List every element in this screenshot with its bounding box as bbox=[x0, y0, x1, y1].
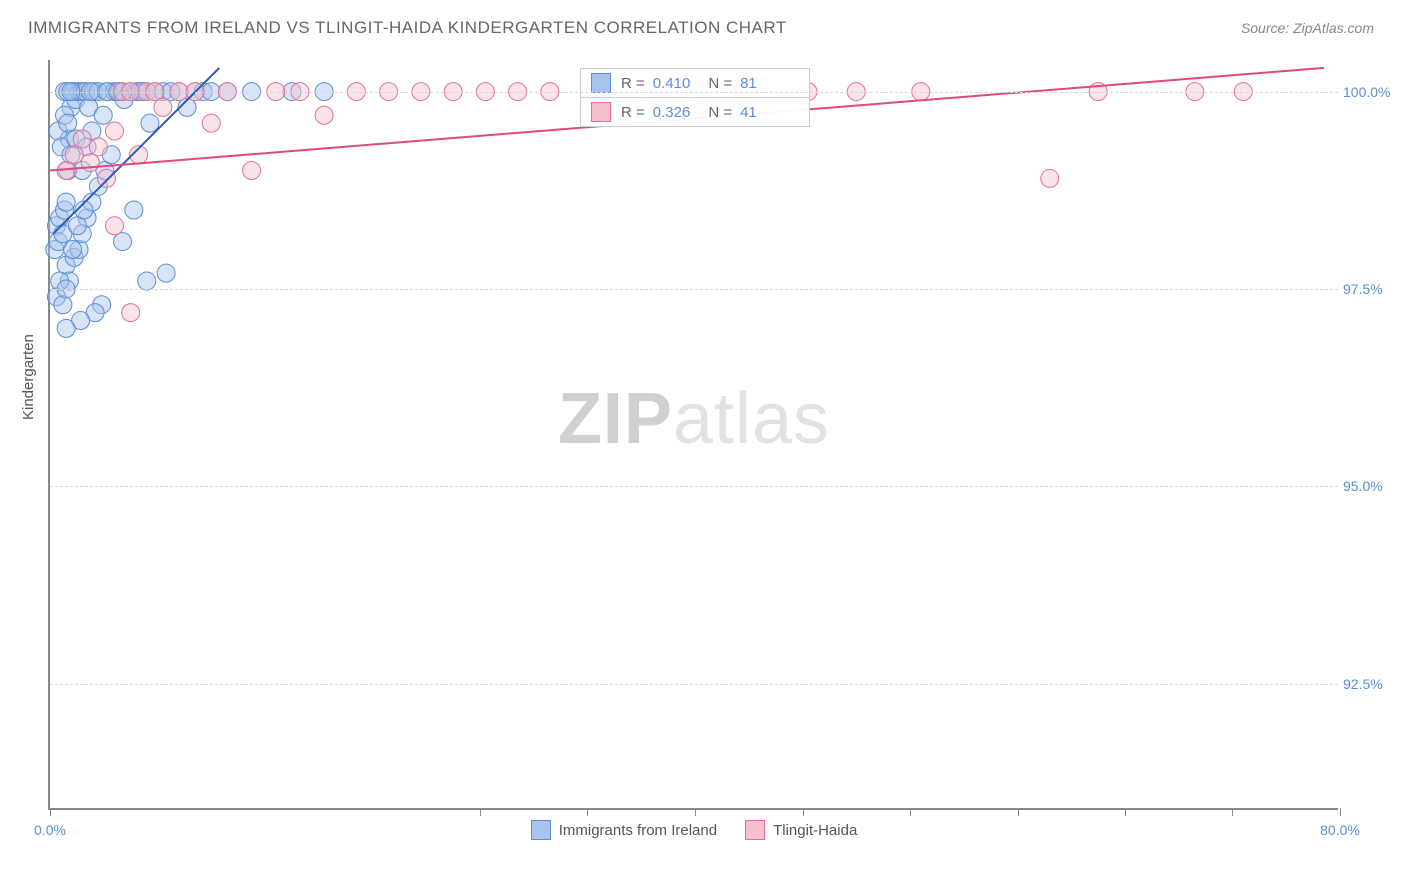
source-label: Source: ZipAtlas.com bbox=[1241, 20, 1374, 36]
gridline bbox=[50, 486, 1338, 487]
n-label: N = bbox=[708, 75, 732, 92]
scatter-point bbox=[65, 146, 83, 164]
gridline bbox=[50, 289, 1338, 290]
y-tick-label: 97.5% bbox=[1343, 281, 1398, 297]
x-tick bbox=[695, 808, 696, 816]
r-value: 0.326 bbox=[653, 104, 691, 121]
gridline bbox=[50, 92, 1338, 93]
scatter-point bbox=[157, 264, 175, 282]
x-tick bbox=[50, 808, 51, 816]
scatter-point bbox=[106, 217, 124, 235]
legend-swatch bbox=[745, 820, 765, 840]
r-label: R = bbox=[621, 104, 645, 121]
scatter-point bbox=[54, 296, 72, 314]
scatter-point bbox=[97, 169, 115, 187]
scatter-point bbox=[1041, 169, 1059, 187]
gridline bbox=[50, 684, 1338, 685]
scatter-point bbox=[122, 304, 140, 322]
scatter-point bbox=[202, 114, 220, 132]
scatter-point bbox=[154, 98, 172, 116]
scatter-point bbox=[106, 122, 124, 140]
scatter-point bbox=[243, 162, 261, 180]
x-tick bbox=[1340, 808, 1341, 816]
scatter-point bbox=[125, 201, 143, 219]
x-tick bbox=[1125, 808, 1126, 816]
x-tick bbox=[587, 808, 588, 816]
scatter-point bbox=[81, 154, 99, 172]
scatter-point bbox=[114, 233, 132, 251]
legend-correlation: R = 0.410 N = 81 R = 0.326 N = 41 bbox=[580, 68, 810, 127]
x-tick bbox=[1018, 808, 1019, 816]
scatter-point bbox=[57, 193, 75, 211]
r-value: 0.410 bbox=[653, 75, 691, 92]
scatter-point bbox=[315, 106, 333, 124]
n-value: 81 bbox=[740, 75, 757, 92]
x-tick bbox=[1232, 808, 1233, 816]
x-tick bbox=[480, 808, 481, 816]
scatter-point bbox=[57, 319, 75, 337]
n-value: 41 bbox=[740, 104, 757, 121]
n-label: N = bbox=[708, 104, 732, 121]
chart-svg bbox=[50, 60, 1338, 808]
scatter-point bbox=[73, 130, 91, 148]
legend-series: Immigrants from Ireland Tlingit-Haida bbox=[50, 820, 1338, 840]
legend-item: Immigrants from Ireland bbox=[531, 820, 717, 840]
y-axis-label: Kindergarten bbox=[20, 334, 37, 420]
legend-swatch bbox=[591, 102, 611, 122]
x-tick bbox=[910, 808, 911, 816]
y-tick-label: 100.0% bbox=[1343, 84, 1398, 100]
scatter-point bbox=[94, 106, 112, 124]
plot-area: ZIPatlas R =0.410N =81R =0.326N =41 Immi… bbox=[48, 60, 1338, 810]
legend-label: Tlingit-Haida bbox=[773, 822, 857, 839]
legend-label: Immigrants from Ireland bbox=[559, 822, 717, 839]
chart-title: IMMIGRANTS FROM IRELAND VS TLINGIT-HAIDA… bbox=[28, 18, 787, 38]
x-tick-label: 0.0% bbox=[34, 822, 66, 838]
legend-row: R = 0.326 N = 41 bbox=[580, 97, 810, 127]
legend-swatch bbox=[591, 73, 611, 93]
y-tick-label: 95.0% bbox=[1343, 478, 1398, 494]
scatter-point bbox=[89, 138, 107, 156]
y-tick-label: 92.5% bbox=[1343, 676, 1398, 692]
x-tick-label: 80.0% bbox=[1320, 822, 1360, 838]
legend-swatch bbox=[531, 820, 551, 840]
scatter-point bbox=[138, 272, 156, 290]
r-label: R = bbox=[621, 75, 645, 92]
scatter-point bbox=[64, 240, 82, 258]
x-tick bbox=[803, 808, 804, 816]
scatter-point bbox=[59, 114, 77, 132]
legend-row: R = 0.410 N = 81 bbox=[580, 68, 810, 97]
legend-item: Tlingit-Haida bbox=[745, 820, 857, 840]
